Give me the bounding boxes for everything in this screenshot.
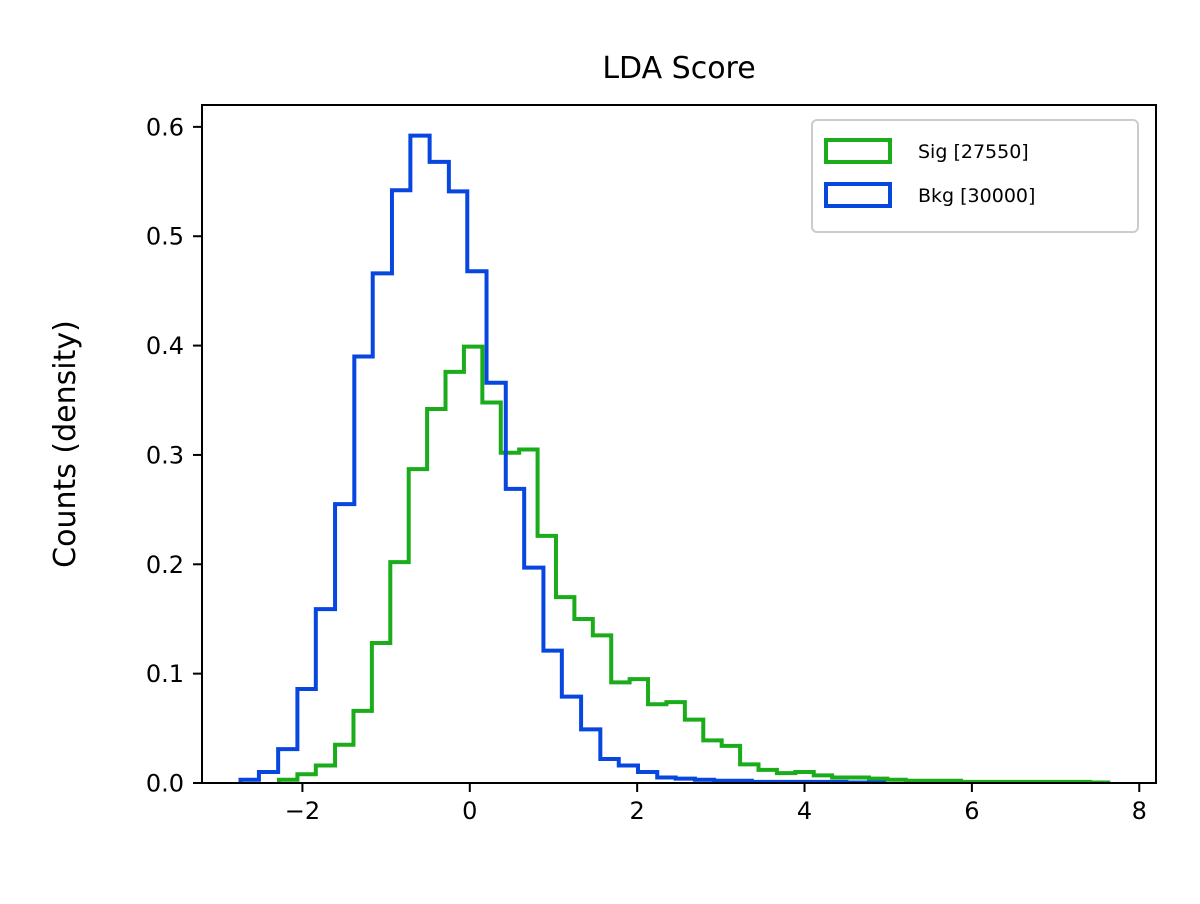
y-tick-label: 0.6 [146, 113, 184, 141]
legend-label-0: Sig [27550] [918, 141, 1029, 163]
x-tick-label: 2 [630, 797, 645, 825]
y-tick-label: 0.2 [146, 551, 184, 579]
chart-title: LDA Score [602, 51, 755, 86]
legend-label-1: Bkg [30000] [918, 185, 1035, 207]
y-tick-label: 0.0 [146, 770, 184, 798]
series-0-histogram [276, 344, 1111, 783]
x-tick-label: 4 [797, 797, 812, 825]
y-axis-label: Counts (density) [48, 320, 83, 568]
plot-area [201, 104, 1157, 784]
y-tick-label: 0.5 [146, 223, 184, 251]
x-tick-label: 6 [964, 797, 979, 825]
x-tick-label: 8 [1132, 797, 1147, 825]
y-axis-ticks: 0.0 0.1 0.2 0.3 0.4 0.5 0.6 [146, 113, 202, 798]
y-tick-label: 0.4 [146, 332, 184, 360]
legend-swatch-1 [824, 182, 892, 208]
axes-frame [201, 104, 1157, 784]
x-tick-label: 0 [462, 797, 477, 825]
y-tick-label: 0.1 [146, 660, 184, 688]
legend: Sig [27550] Bkg [30000] [811, 119, 1139, 233]
x-tick-label: −2 [285, 797, 320, 825]
x-axis-ticks: −2 0 2 4 6 8 [285, 783, 1147, 825]
y-tick-label: 0.3 [146, 441, 184, 469]
series-1-histogram [238, 133, 887, 783]
legend-box [811, 119, 1139, 233]
legend-swatch-0 [824, 138, 892, 164]
